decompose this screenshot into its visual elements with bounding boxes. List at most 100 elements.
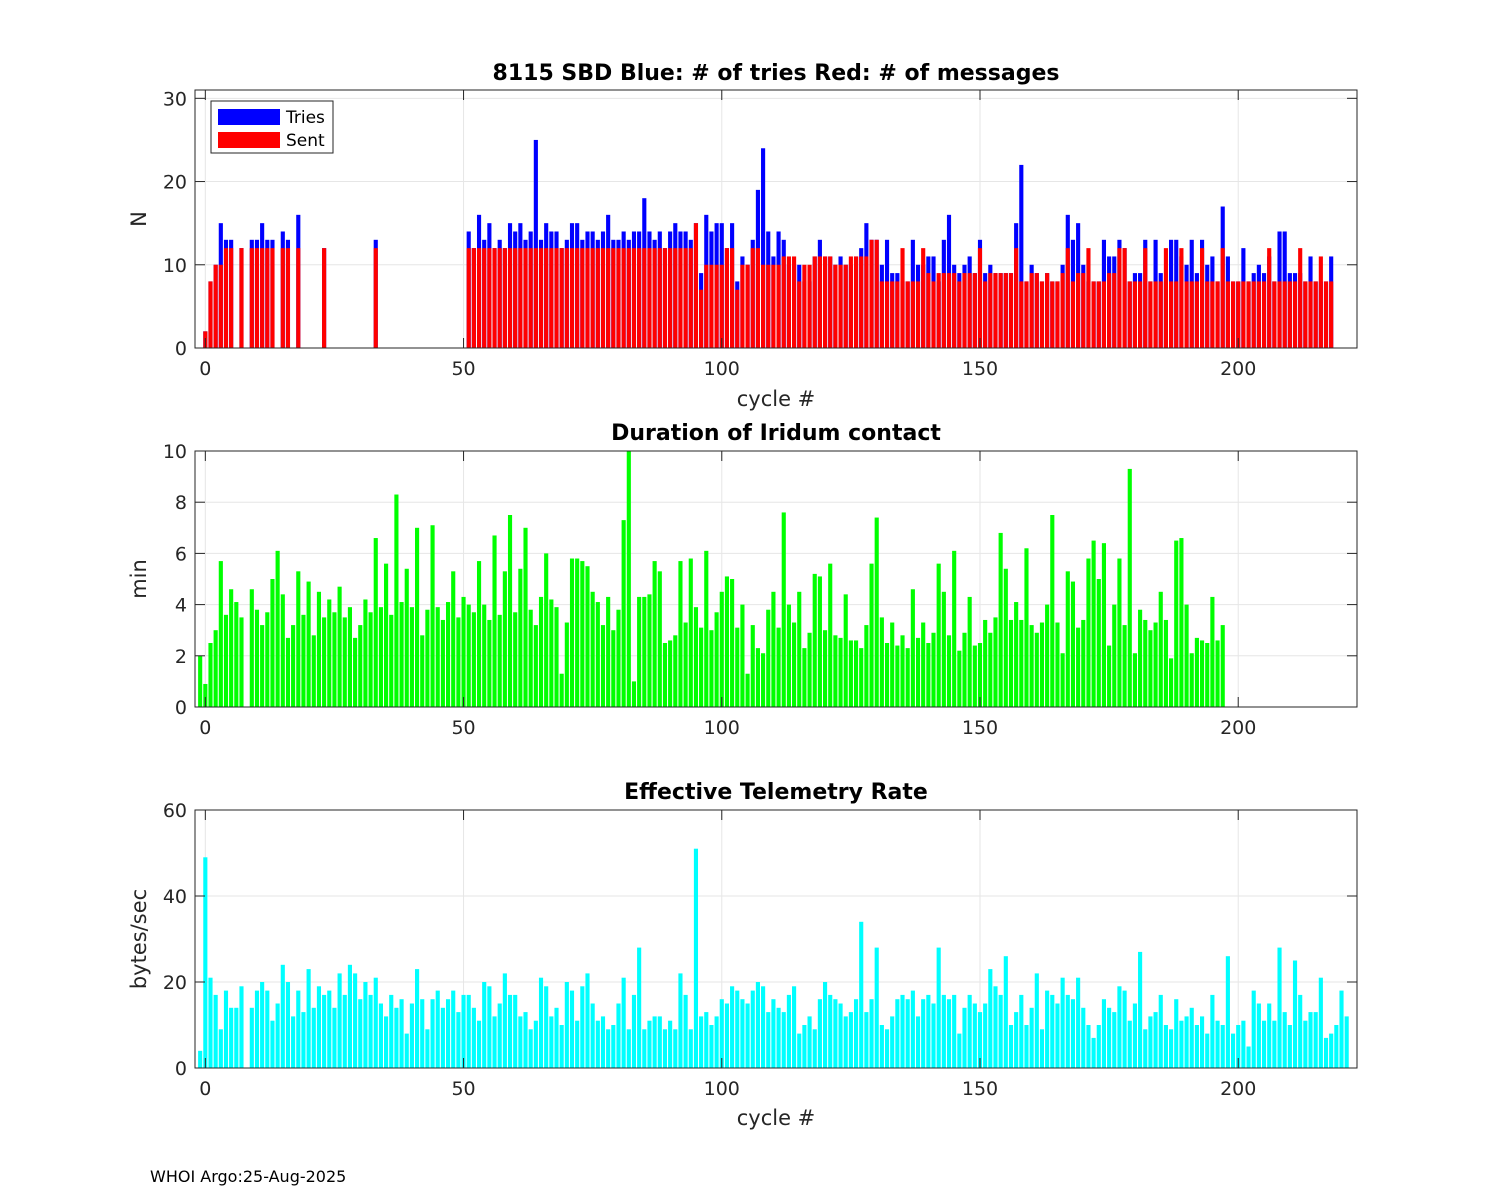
duration-bar bbox=[1096, 579, 1101, 707]
duration-bar bbox=[833, 635, 838, 707]
x-tick-label: 0 bbox=[199, 1078, 211, 1100]
rate-bar bbox=[869, 999, 874, 1068]
rate-bar bbox=[445, 999, 451, 1068]
duration-bar bbox=[590, 591, 595, 707]
rate-bar bbox=[740, 999, 745, 1068]
axes-box bbox=[194, 809, 1358, 1069]
duration-bar bbox=[544, 553, 549, 707]
rate-bar bbox=[1189, 1007, 1194, 1068]
rate-bar bbox=[466, 994, 471, 1068]
sent-bar bbox=[761, 264, 766, 348]
duration-bar bbox=[988, 632, 993, 707]
duration-bar bbox=[714, 612, 719, 707]
rate-bar bbox=[213, 994, 218, 1068]
rate-bar bbox=[1179, 1020, 1184, 1068]
sent-bar bbox=[740, 264, 745, 348]
plot-area bbox=[195, 810, 1357, 1068]
rate-bar bbox=[848, 1012, 853, 1068]
duration-bar bbox=[466, 604, 471, 707]
sent-bar bbox=[1287, 281, 1292, 348]
duration-bar bbox=[384, 563, 389, 707]
rate-bar bbox=[569, 990, 575, 1068]
duration-bar bbox=[1086, 558, 1091, 707]
rate-bar bbox=[766, 1012, 771, 1068]
rate-bar bbox=[1014, 1012, 1019, 1068]
sent-bar bbox=[1261, 281, 1267, 348]
duration-bar bbox=[399, 602, 404, 707]
rate-bar bbox=[270, 1020, 275, 1068]
duration-bar bbox=[621, 520, 626, 707]
legend-swatch-tries bbox=[218, 109, 280, 125]
rate-bar bbox=[714, 1016, 719, 1068]
y-tick-label: 20 bbox=[163, 972, 187, 994]
duration-bar bbox=[1200, 640, 1205, 707]
rate-bar bbox=[1019, 994, 1024, 1068]
rate-bar bbox=[513, 994, 518, 1068]
sent-bar bbox=[859, 256, 864, 348]
sent-bar bbox=[833, 264, 838, 348]
rate-bar bbox=[1091, 1037, 1096, 1068]
rate-bar bbox=[631, 994, 637, 1068]
duration-bar bbox=[471, 612, 476, 707]
sent-bar bbox=[1313, 281, 1318, 348]
duration-bar bbox=[1210, 596, 1215, 707]
rate-bar bbox=[1298, 994, 1303, 1068]
sent-bar bbox=[745, 264, 750, 348]
duration-bar bbox=[719, 591, 724, 707]
duration-bar bbox=[642, 596, 647, 707]
rate-bar bbox=[1096, 1025, 1101, 1068]
duration-bar bbox=[1034, 632, 1039, 707]
axis-ticks: 0 50 100 150 200 0 20 40 60 bbox=[163, 800, 1357, 1100]
axes-box bbox=[194, 89, 1358, 349]
sent-bar bbox=[631, 248, 637, 348]
sent-bar bbox=[812, 256, 817, 348]
rate-bar bbox=[507, 994, 513, 1068]
sent-bar bbox=[1076, 273, 1081, 348]
duration-bar bbox=[724, 576, 730, 707]
axis-ticks: 0 50 100 150 200 0 10 20 30 bbox=[163, 88, 1357, 380]
sent-bar bbox=[559, 248, 564, 348]
rate-bar bbox=[652, 1016, 657, 1068]
duration-bar bbox=[358, 625, 363, 707]
rate-bar bbox=[962, 1007, 967, 1068]
duration-bar bbox=[306, 581, 311, 707]
sent-bar bbox=[528, 248, 533, 348]
rate-bar bbox=[822, 982, 828, 1068]
y-tick-label: 0 bbox=[175, 697, 187, 719]
rate-bar bbox=[890, 1016, 895, 1068]
sent-bar bbox=[249, 248, 254, 348]
rate-bar bbox=[497, 1003, 502, 1068]
sent-bar bbox=[1292, 281, 1298, 348]
rate-bar bbox=[1138, 951, 1143, 1068]
sent-bar bbox=[900, 248, 905, 348]
sent-bar bbox=[1065, 248, 1070, 348]
duration-bar bbox=[482, 604, 487, 707]
duration-bar bbox=[554, 607, 559, 707]
rate-bar bbox=[373, 977, 378, 1068]
duration-bar bbox=[797, 591, 802, 707]
sent-bar bbox=[254, 248, 260, 348]
rate-bar bbox=[662, 1029, 668, 1068]
duration-bar bbox=[337, 586, 342, 707]
duration-bar bbox=[750, 625, 755, 707]
duration-bar bbox=[296, 571, 301, 707]
rate-bar bbox=[1107, 1007, 1112, 1068]
rate-bar bbox=[580, 986, 585, 1068]
duration-bar bbox=[497, 614, 502, 707]
rate-bar bbox=[296, 990, 301, 1068]
rate-bar bbox=[807, 1016, 812, 1068]
duration-bar bbox=[812, 573, 817, 707]
iridium-duration-panel: 0 50 100 150 200 0 2 4 6 8 10 Duration of Iridum c… bbox=[127, 421, 1358, 739]
rate-bar bbox=[435, 990, 440, 1068]
tries-bar bbox=[533, 139, 538, 348]
sent-bar bbox=[569, 248, 575, 348]
rate-bar bbox=[1194, 1025, 1199, 1068]
duration-bar bbox=[957, 650, 962, 707]
duration-bar bbox=[1107, 645, 1112, 707]
rate-bar bbox=[864, 1012, 869, 1068]
sent-bar bbox=[864, 256, 869, 348]
rate-bar bbox=[921, 999, 926, 1068]
duration-bar bbox=[409, 607, 414, 707]
sent-bar bbox=[611, 248, 616, 348]
rate-bar bbox=[409, 1003, 414, 1068]
